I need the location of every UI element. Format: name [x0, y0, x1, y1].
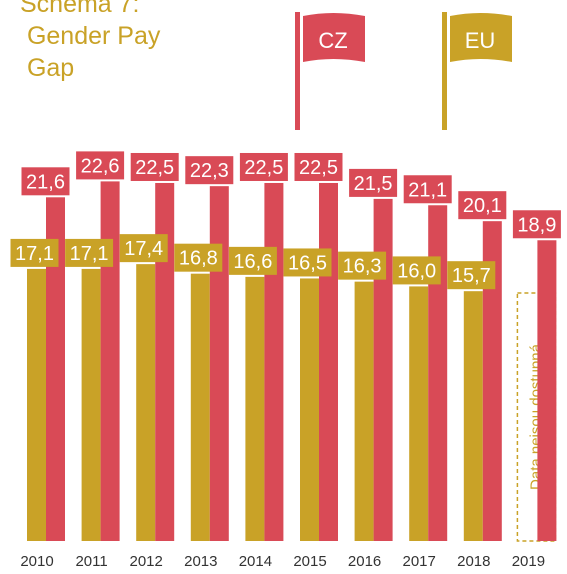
value-label-box — [294, 152, 343, 181]
value-label: 16,3 — [343, 256, 382, 278]
bar — [46, 197, 65, 541]
x-tick-label: 2017 — [403, 553, 436, 570]
value-label: 17,1 — [70, 243, 109, 265]
value-label-box — [185, 156, 234, 185]
value-label-box — [349, 168, 398, 197]
legend-pole — [442, 12, 447, 130]
bar — [155, 182, 175, 541]
bar — [190, 273, 210, 541]
bar — [300, 278, 319, 541]
value-label-box — [338, 251, 387, 280]
x-tick-label: 2015 — [293, 553, 326, 570]
value-label-box — [119, 234, 168, 263]
value-label: 18,9 — [517, 214, 556, 236]
value-label-box — [10, 238, 59, 267]
value-label: 21,5 — [354, 173, 393, 195]
value-label: 22,5 — [244, 157, 283, 179]
value-label-box — [228, 246, 277, 275]
x-tick-label: 2019 — [512, 553, 545, 570]
bar — [27, 268, 46, 541]
bar — [537, 240, 557, 542]
value-label-box — [65, 238, 114, 267]
bar — [482, 221, 502, 541]
x-tick-label: 2010 — [20, 553, 53, 570]
bar — [245, 276, 265, 541]
legend: EU CZ — [295, 12, 512, 130]
bar — [373, 198, 393, 541]
value-label-box — [403, 175, 452, 204]
legend-flag — [450, 13, 512, 62]
x-tick-label: 2018 — [457, 553, 490, 570]
value-label-box — [130, 152, 179, 181]
value-label-box — [174, 243, 223, 272]
value-label: 22,6 — [81, 155, 120, 177]
value-label-box — [283, 248, 332, 277]
value-label-box — [512, 210, 561, 239]
x-tick-label: 2012 — [130, 553, 163, 570]
bar — [463, 291, 483, 541]
value-label-box — [447, 261, 496, 290]
x-tick-label: 2014 — [239, 553, 272, 570]
legend-flag — [303, 13, 365, 62]
bar — [428, 205, 448, 541]
bar — [209, 186, 229, 541]
value-label-box — [239, 152, 288, 181]
x-tick-label: 2013 — [184, 553, 217, 570]
value-label: 16,6 — [233, 251, 272, 273]
value-label: 22,5 — [299, 157, 338, 179]
plot: 2010 2011 2012 2013 2014 2015 2016 2017 2018 2019… — [10, 151, 561, 570]
bar — [354, 281, 374, 541]
bar — [264, 182, 284, 541]
chart-title: Schéma 7: Gender Pay Gap — [20, 0, 161, 82]
bar — [319, 182, 338, 541]
value-label: 17,1 — [15, 243, 54, 265]
value-label: 21,6 — [26, 171, 65, 193]
value-label: 16,0 — [397, 260, 436, 282]
value-label: 21,1 — [408, 179, 447, 201]
value-label-box — [76, 151, 125, 180]
value-label: 20,1 — [463, 195, 502, 217]
bar — [81, 268, 101, 541]
bar — [100, 181, 120, 542]
value-label-box — [458, 191, 507, 220]
value-label-box — [21, 167, 70, 196]
value-label: 16,5 — [288, 252, 327, 274]
value-label: 17,4 — [124, 238, 163, 260]
legend-pole — [295, 12, 300, 130]
value-label: 15,7 — [452, 265, 491, 287]
chart-title: Schéma 7: Gender Pay Gap — [20, 0, 161, 82]
legend-label: EU — [465, 28, 496, 53]
x-tick-label: 2016 — [348, 553, 381, 570]
bar — [136, 264, 156, 541]
bar — [409, 286, 429, 541]
value-label-box — [392, 256, 441, 285]
value-label: 16,8 — [179, 248, 218, 270]
x-tick-label: 2011 — [75, 553, 107, 570]
value-label: 22,5 — [135, 157, 174, 179]
value-label: 22,3 — [190, 160, 229, 182]
legend-label: CZ — [318, 28, 347, 53]
